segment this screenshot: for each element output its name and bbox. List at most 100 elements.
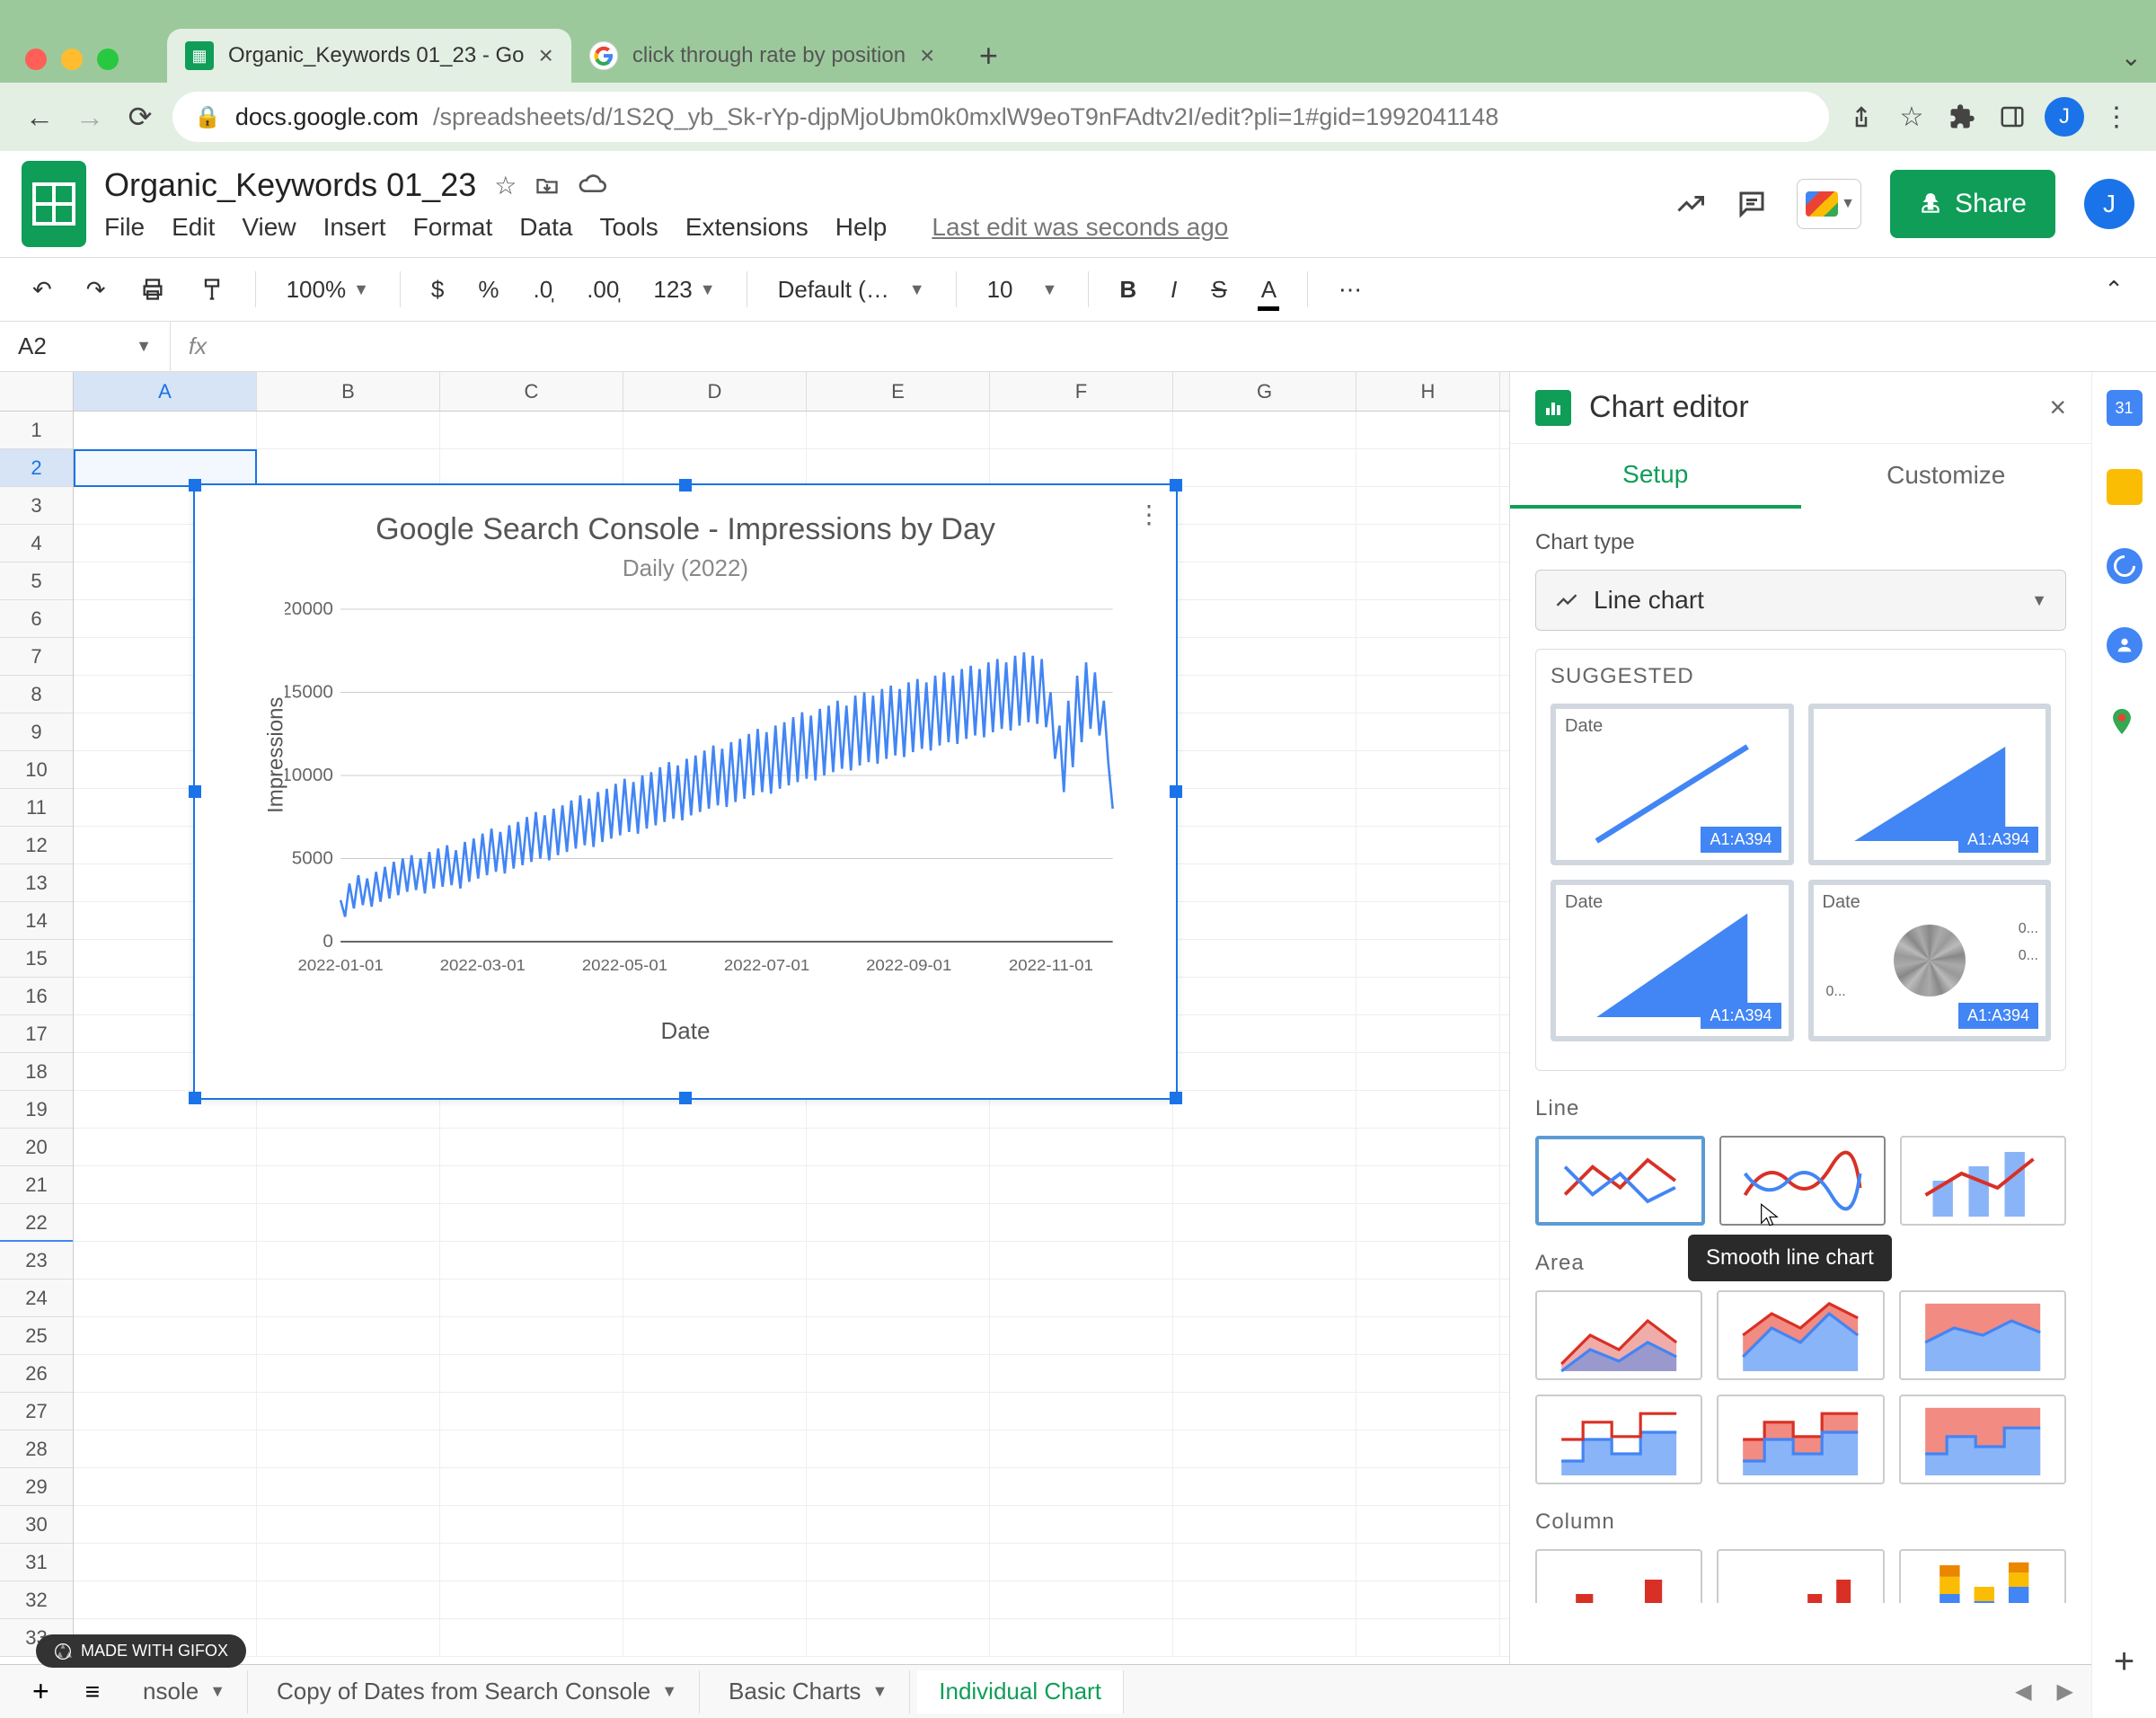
column-header[interactable]: C bbox=[440, 372, 623, 411]
line-chart-thumb[interactable] bbox=[1535, 1136, 1705, 1226]
paint-format-button[interactable] bbox=[192, 273, 232, 306]
sheet-tab[interactable]: Basic Charts▼ bbox=[707, 1670, 910, 1714]
maps-icon[interactable] bbox=[2107, 706, 2143, 742]
cloud-status-icon[interactable] bbox=[578, 174, 606, 196]
combo-chart-thumb[interactable] bbox=[1900, 1136, 2066, 1226]
column-chart-thumb-2[interactable] bbox=[1717, 1549, 1884, 1603]
embedded-chart[interactable]: ⋮ Google Search Console - Impressions by… bbox=[193, 483, 1178, 1100]
calendar-icon[interactable]: 31 bbox=[2107, 390, 2143, 426]
column-chart-thumb[interactable] bbox=[1535, 1549, 1702, 1603]
star-icon[interactable]: ☆ bbox=[1894, 99, 1930, 135]
suggested-chart-thumb[interactable]: Date A1:A394 bbox=[1551, 880, 1794, 1041]
name-box[interactable]: A2▼ bbox=[0, 322, 171, 371]
column-header[interactable]: E bbox=[807, 372, 990, 411]
row-header[interactable]: 25 bbox=[0, 1317, 73, 1355]
stacked-area-chart-thumb[interactable] bbox=[1717, 1290, 1884, 1380]
menu-extensions[interactable]: Extensions bbox=[685, 213, 808, 242]
row-header[interactable]: 15 bbox=[0, 940, 73, 978]
extensions-icon[interactable] bbox=[1944, 99, 1980, 135]
row-header[interactable]: 28 bbox=[0, 1430, 73, 1468]
row-header[interactable]: 21 bbox=[0, 1166, 73, 1204]
row-header[interactable]: 20 bbox=[0, 1129, 73, 1166]
suggested-chart-thumb[interactable]: Date 0... 0... 0... A1:A394 bbox=[1808, 880, 2052, 1041]
column-header[interactable]: B bbox=[257, 372, 440, 411]
sheets-logo[interactable] bbox=[22, 161, 86, 247]
new-tab-button[interactable]: + bbox=[967, 34, 1010, 77]
tab-setup[interactable]: Setup bbox=[1510, 444, 1801, 509]
bold-button[interactable]: B bbox=[1112, 272, 1144, 307]
last-edit-link[interactable]: Last edit was seconds ago bbox=[932, 213, 1228, 242]
sheet-tab[interactable]: Copy of Dates from Search Console▼ bbox=[255, 1670, 700, 1714]
menu-format[interactable]: Format bbox=[413, 213, 493, 242]
row-header[interactable]: 18 bbox=[0, 1053, 73, 1091]
row-header[interactable]: 31 bbox=[0, 1544, 73, 1581]
row-header[interactable]: 19 bbox=[0, 1091, 73, 1129]
decrease-decimal-button[interactable]: .0̩ bbox=[526, 272, 561, 307]
currency-button[interactable]: $ bbox=[424, 272, 451, 307]
move-document-icon[interactable] bbox=[535, 173, 560, 198]
row-header[interactable]: 12 bbox=[0, 827, 73, 864]
row-header[interactable]: 22 bbox=[0, 1204, 73, 1242]
row-header[interactable]: 1 bbox=[0, 412, 73, 449]
row-header[interactable]: 6 bbox=[0, 600, 73, 638]
forward-button[interactable]: → bbox=[72, 99, 108, 135]
reload-button[interactable]: ⟳ bbox=[122, 99, 158, 135]
history-icon[interactable] bbox=[1674, 188, 1707, 220]
contacts-icon[interactable] bbox=[2107, 627, 2143, 663]
menu-data[interactable]: Data bbox=[519, 213, 572, 242]
sheet-tab[interactable]: nsole▼ bbox=[121, 1670, 248, 1714]
text-color-button[interactable]: A bbox=[1254, 272, 1284, 307]
suggested-chart-thumb[interactable]: A1:A394 bbox=[1808, 704, 2052, 865]
share-icon[interactable] bbox=[1843, 99, 1879, 135]
menu-file[interactable]: File bbox=[104, 213, 145, 242]
row-header[interactable]: 17 bbox=[0, 1015, 73, 1053]
zoom-select[interactable]: 100% ▼ bbox=[279, 272, 376, 307]
increase-decimal-button[interactable]: .00̩ bbox=[579, 272, 626, 307]
font-select[interactable]: Default (Ari... ▼ bbox=[771, 272, 932, 307]
italic-button[interactable]: I bbox=[1163, 272, 1184, 307]
browser-menu-icon[interactable]: ⋮ bbox=[2099, 99, 2134, 135]
stacked-column-thumb[interactable] bbox=[1899, 1549, 2066, 1603]
keep-icon[interactable] bbox=[2107, 469, 2143, 505]
row-header[interactable]: 16 bbox=[0, 978, 73, 1015]
row-header[interactable]: 8 bbox=[0, 676, 73, 713]
tasks-icon[interactable] bbox=[2107, 548, 2143, 584]
column-header[interactable]: D bbox=[623, 372, 807, 411]
row-header[interactable]: 13 bbox=[0, 864, 73, 902]
url-input[interactable]: 🔒 docs.google.com/spreadsheets/d/1S2Q_yb… bbox=[172, 92, 1829, 142]
row-header[interactable]: 10 bbox=[0, 751, 73, 789]
number-format-select[interactable]: 123▼ bbox=[646, 272, 722, 307]
maximize-window-button[interactable] bbox=[97, 49, 119, 70]
meet-button[interactable]: ▼ bbox=[1797, 179, 1861, 229]
chart-menu-icon[interactable]: ⋮ bbox=[1136, 500, 1162, 529]
column-header[interactable]: A bbox=[74, 372, 257, 411]
row-header[interactable]: 26 bbox=[0, 1355, 73, 1393]
close-window-button[interactable] bbox=[25, 49, 47, 70]
chart-type-select[interactable]: Line chart ▼ bbox=[1535, 570, 2066, 631]
more-toolbar-button[interactable]: ⋯ bbox=[1331, 272, 1369, 307]
scroll-tabs-left[interactable]: ◀ bbox=[2015, 1678, 2031, 1705]
full-stacked-area-thumb[interactable] bbox=[1899, 1290, 2066, 1380]
tab-customize[interactable]: Customize bbox=[1801, 444, 2092, 509]
scroll-tabs-right[interactable]: ▶ bbox=[2057, 1678, 2073, 1705]
row-header[interactable]: 3 bbox=[0, 487, 73, 525]
browser-tab[interactable]: click through rate by position × bbox=[571, 29, 953, 83]
comments-icon[interactable] bbox=[1736, 188, 1768, 220]
spreadsheet-grid[interactable]: ABCDEFGH 1234567891011121314151617181920… bbox=[0, 372, 1509, 1718]
full-stacked-stepped-thumb[interactable] bbox=[1899, 1395, 2066, 1484]
column-header[interactable]: G bbox=[1173, 372, 1356, 411]
share-button[interactable]: Share bbox=[1890, 170, 2055, 238]
stepped-area-thumb[interactable] bbox=[1535, 1395, 1702, 1484]
profile-avatar[interactable]: J bbox=[2045, 97, 2084, 137]
tab-overflow-button[interactable]: ⌄ bbox=[2121, 42, 2142, 72]
minimize-window-button[interactable] bbox=[61, 49, 83, 70]
row-header[interactable]: 32 bbox=[0, 1581, 73, 1619]
close-tab-icon[interactable]: × bbox=[539, 41, 553, 70]
percent-button[interactable]: % bbox=[471, 272, 506, 307]
row-header[interactable]: 14 bbox=[0, 902, 73, 940]
menu-edit[interactable]: Edit bbox=[172, 213, 215, 242]
collapse-toolbar-button[interactable]: ⌃ bbox=[2097, 272, 2131, 307]
undo-button[interactable]: ↶ bbox=[25, 272, 59, 307]
document-title[interactable]: Organic_Keywords 01_23 bbox=[104, 166, 476, 204]
menu-tools[interactable]: Tools bbox=[599, 213, 658, 242]
